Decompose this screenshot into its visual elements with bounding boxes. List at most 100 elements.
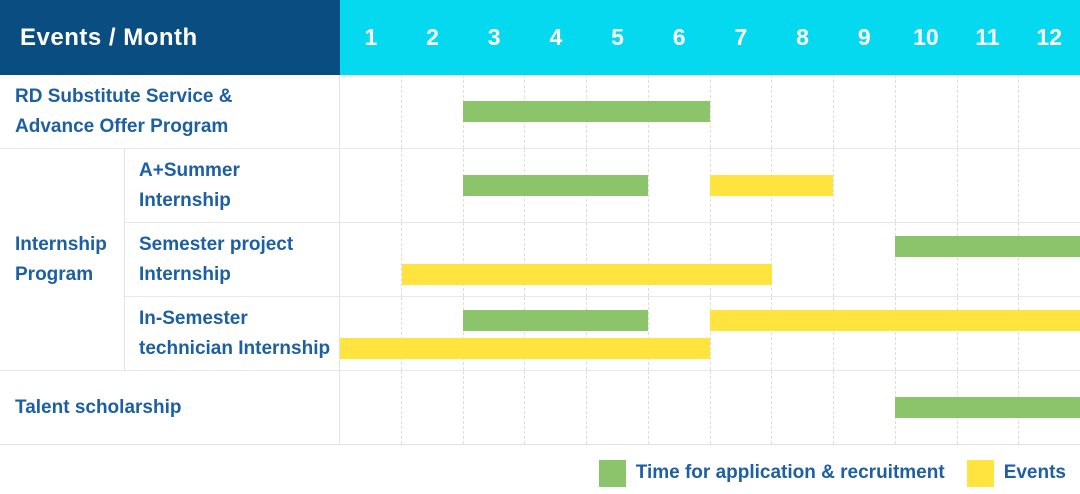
- month-header-cell: 3: [487, 24, 501, 50]
- month-cell: [833, 223, 895, 296]
- table-row: A+Summer Internship: [125, 149, 1080, 223]
- month-cell: [771, 371, 833, 444]
- month-cell: [400, 371, 463, 444]
- gantt-lane-rd-substitute: [340, 75, 1080, 148]
- row-label-line: Talent scholarship: [15, 396, 182, 418]
- row-label-line: A+Summer: [139, 159, 240, 181]
- month-cell: [956, 297, 1019, 370]
- gantt-bar-yellow: [710, 175, 834, 196]
- month-cell: [524, 371, 586, 444]
- gantt-bar-yellow: [401, 264, 772, 285]
- month-cell: [1018, 149, 1080, 222]
- gantt-lane-in-semester: [340, 297, 1080, 370]
- month-header-cell: 9: [857, 24, 871, 50]
- month-cell: [462, 75, 525, 148]
- table-row: In-Semester technician Internship: [125, 297, 1080, 370]
- month-cell: [524, 297, 586, 370]
- gantt-bar-green: [895, 236, 1080, 257]
- month-cell: [894, 75, 957, 148]
- month-cell: [400, 149, 463, 222]
- gantt-lane-semester-project: [340, 223, 1080, 296]
- row-label-line: Semester project: [139, 233, 294, 255]
- month-cell: [1018, 223, 1080, 296]
- month-cell: [833, 149, 895, 222]
- month-cell: [340, 223, 401, 296]
- header-events-month: Events / Month: [0, 0, 340, 75]
- month-cell: [956, 149, 1019, 222]
- month-cell: [340, 371, 401, 444]
- row-label-talent-scholarship: Talent scholarship: [0, 371, 340, 444]
- group-label-line: Internship: [15, 233, 107, 255]
- month-cell: [462, 297, 525, 370]
- month-cell: [894, 223, 957, 296]
- month-cell: [400, 223, 463, 296]
- internship-program-rows: A+Summer Internship Semester project Int…: [125, 149, 1080, 370]
- month-cell: [709, 371, 772, 444]
- month-cell: [340, 149, 401, 222]
- row-label-line: RD Substitute Service &: [15, 85, 233, 107]
- month-header-cell: 2: [426, 24, 439, 50]
- internship-program-group: Internship Program A+Summer Internship S…: [0, 149, 1080, 371]
- month-header-cell: 10: [913, 24, 939, 50]
- month-cell: [833, 75, 895, 148]
- month-cell: [647, 149, 710, 222]
- month-cell: [894, 149, 957, 222]
- month-cell: [771, 223, 833, 296]
- month-cell: [524, 223, 586, 296]
- row-label-line: In-Semester: [139, 307, 248, 329]
- month-cell: [586, 297, 648, 370]
- legend-item-events: Events: [966, 459, 1066, 487]
- gantt-lane-a-summer: [340, 149, 1080, 222]
- month-cell: [1018, 75, 1080, 148]
- group-label-internship-program: Internship Program: [0, 149, 125, 370]
- month-header-cell: 11: [975, 24, 1000, 50]
- gantt-bar-yellow: [340, 338, 710, 359]
- row-label-line: Advance Offer Program: [15, 115, 229, 137]
- gantt-bar-green: [895, 397, 1080, 418]
- month-cell: [894, 297, 957, 370]
- month-cell: [833, 371, 895, 444]
- table-row: RD Substitute Service & Advance Offer Pr…: [0, 75, 1080, 149]
- legend-green-swatch: [598, 459, 626, 487]
- legend-green-label: Time for application & recruitment: [635, 462, 945, 483]
- month-header: 1 2 3 4 5 6 7 8 9 10 11 12: [340, 0, 1080, 75]
- gantt-bar-green: [463, 175, 649, 196]
- month-cell: [1018, 297, 1080, 370]
- row-label-a-summer-internship: A+Summer Internship: [125, 149, 340, 222]
- month-cell: [400, 297, 463, 370]
- month-cell: [340, 75, 401, 148]
- month-cell: [462, 149, 525, 222]
- month-cell: [771, 297, 833, 370]
- row-label-rd-substitute: RD Substitute Service & Advance Offer Pr…: [0, 75, 340, 148]
- legend: Time for application & recruitment Event…: [0, 459, 1080, 487]
- month-cell: [709, 149, 772, 222]
- month-header-cell: 6: [672, 24, 686, 50]
- month-cell: [956, 75, 1019, 148]
- month-cell: [771, 75, 833, 148]
- month-cell: [709, 223, 772, 296]
- month-cell: [462, 223, 525, 296]
- legend-item-application-recruitment: Time for application & recruitment: [598, 459, 945, 487]
- table-row: Talent scholarship: [0, 371, 1080, 444]
- row-label-line: Internship: [139, 263, 231, 285]
- month-cell: [400, 75, 463, 148]
- gantt-table: Events / Month 1 2 3 4 5 6 7 8 9 10 11 12 RD Substi…: [0, 0, 1080, 445]
- month-cell: [647, 223, 710, 296]
- month-cell: [586, 371, 648, 444]
- month-cell: [709, 297, 772, 370]
- month-header-cell: 7: [734, 24, 748, 50]
- month-header-cell: 5: [611, 24, 624, 50]
- table-header-row: Events / Month 1 2 3 4 5 6 7 8 9 10 11 12: [0, 0, 1080, 75]
- month-header-cell: 8: [796, 24, 809, 50]
- month-cell: [956, 223, 1019, 296]
- row-label-in-semester-technician-internship: In-Semester technician Internship: [125, 297, 340, 370]
- gantt-bar-yellow: [710, 310, 1080, 331]
- legend-yellow-swatch: [966, 459, 994, 487]
- month-header-cell: 12: [1036, 24, 1063, 50]
- month-cell: [340, 297, 401, 370]
- month-header-cell: 4: [549, 24, 563, 50]
- legend-yellow-label: Events: [1003, 462, 1066, 483]
- row-label-line: technician Internship: [139, 337, 331, 359]
- month-cell: [647, 371, 710, 444]
